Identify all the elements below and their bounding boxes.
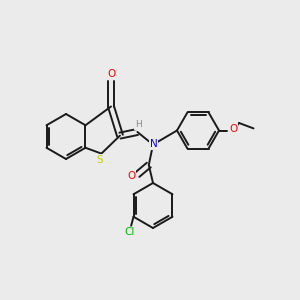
Text: H: H <box>135 120 142 129</box>
Text: Cl: Cl <box>124 227 135 237</box>
Text: O: O <box>107 69 115 80</box>
Text: O: O <box>127 171 136 181</box>
Text: S: S <box>97 155 103 165</box>
Text: O: O <box>229 124 237 134</box>
Text: N: N <box>150 139 158 149</box>
